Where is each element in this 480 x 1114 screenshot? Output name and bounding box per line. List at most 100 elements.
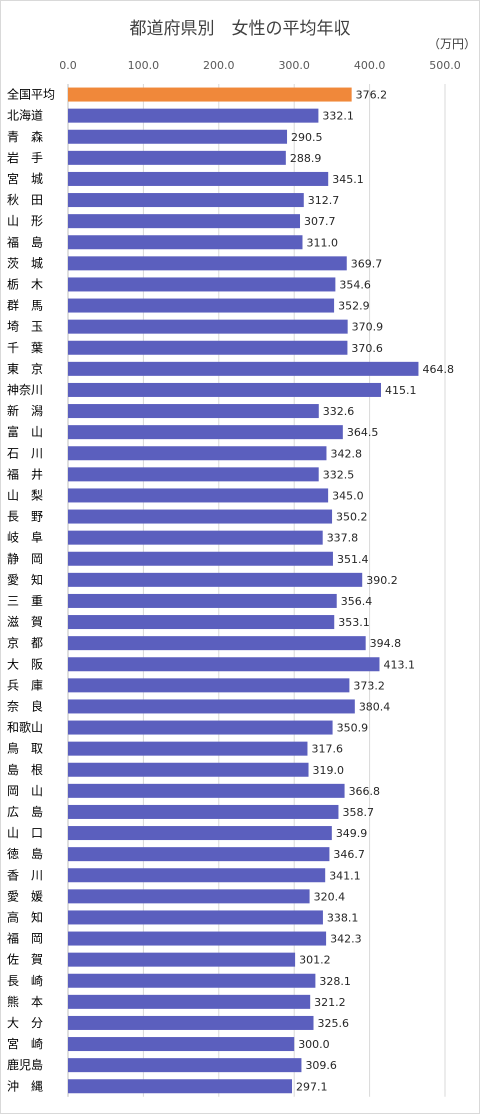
bar (68, 699, 355, 714)
bar (68, 720, 333, 735)
category-label: 栃 木 (7, 277, 43, 291)
category-label: 佐 賀 (7, 953, 43, 967)
data-label: 312.7 (308, 194, 340, 207)
data-label: 358.7 (342, 806, 374, 819)
category-label: 大 分 (7, 1016, 43, 1030)
bar (68, 108, 319, 123)
x-tick-label: 400.0 (354, 59, 386, 72)
bar (68, 425, 343, 440)
x-tick-label: 500.0 (429, 59, 461, 72)
category-label: 滋 賀 (7, 615, 43, 629)
data-label: 309.6 (305, 1059, 337, 1072)
data-label: 356.4 (341, 595, 373, 608)
category-label: 静 岡 (7, 552, 43, 566)
data-label: 345.0 (332, 489, 364, 502)
data-label: 321.2 (314, 996, 346, 1009)
bar (68, 762, 309, 777)
data-label: 342.3 (330, 933, 362, 946)
bar (68, 193, 304, 208)
data-label: 364.5 (347, 426, 379, 439)
data-label: 338.1 (327, 911, 359, 924)
bar (68, 171, 329, 186)
data-label: 350.9 (337, 722, 369, 735)
gridlines (67, 84, 446, 1097)
data-label: 376.2 (356, 89, 388, 102)
category-label: 和歌山 (7, 720, 43, 735)
category-label: 長 野 (7, 510, 43, 524)
category-label: 奈 良 (7, 698, 43, 713)
category-label: 兵 庫 (7, 678, 43, 692)
data-label: 345.1 (332, 173, 364, 186)
category-label: 全国平均 (7, 87, 55, 102)
data-label: 346.7 (333, 848, 365, 861)
bar (68, 446, 327, 461)
bar (68, 910, 323, 925)
bar (68, 382, 381, 397)
bar (68, 952, 296, 967)
data-label: 390.2 (366, 574, 398, 587)
data-label: 370.9 (352, 321, 384, 334)
chart-title: 都道府県別 女性の平均年収 (130, 19, 351, 39)
data-label: 366.8 (349, 785, 381, 798)
bars (68, 87, 419, 1094)
data-label: 311.0 (306, 236, 338, 249)
x-tick-label: 200.0 (203, 59, 235, 72)
category-label: 千 葉 (7, 341, 43, 355)
bar (68, 994, 311, 1009)
bar (68, 256, 347, 271)
bar (68, 319, 348, 334)
x-tick-label: 0.0 (59, 59, 77, 72)
category-label: 富 山 (7, 424, 43, 439)
category-label: 熊 本 (7, 994, 43, 1009)
data-label: 342.8 (330, 447, 362, 460)
bar (68, 129, 288, 144)
bar (68, 340, 348, 355)
category-label: 愛 知 (7, 573, 43, 587)
bar (68, 593, 337, 608)
data-label: 350.2 (336, 511, 368, 524)
bar (68, 150, 286, 165)
category-label: 香 川 (7, 868, 43, 882)
category-label: 宮 城 (7, 171, 43, 186)
category-label: 岩 手 (7, 150, 43, 165)
category-label: 茨 城 (7, 256, 43, 270)
bar (68, 214, 301, 229)
bar (68, 889, 310, 904)
category-label: 群 馬 (7, 299, 43, 313)
category-label: 福 岡 (7, 931, 43, 946)
data-label: 352.9 (338, 300, 370, 313)
data-label: 320.4 (314, 890, 346, 903)
bar (68, 298, 335, 313)
data-label: 415.1 (385, 384, 417, 397)
data-label: 300.0 (298, 1038, 330, 1051)
category-label: 沖 縄 (7, 1078, 43, 1093)
data-label: 319.0 (313, 764, 345, 777)
bar (68, 868, 326, 883)
category-label: 広 島 (7, 804, 43, 819)
data-label: 297.1 (296, 1080, 328, 1093)
data-label: 307.7 (304, 215, 336, 228)
bar (68, 530, 323, 545)
data-label: 373.2 (353, 679, 385, 692)
category-label: 石 川 (7, 446, 43, 460)
bar (68, 361, 419, 376)
x-axis-ticks: 0.0 100.0 200.0 300.0 400.0 500.0 (59, 59, 461, 72)
data-label: 332.1 (322, 110, 354, 123)
category-label: 青 森 (7, 129, 43, 144)
bar-national-average (68, 87, 352, 102)
data-label: 325.6 (318, 1017, 350, 1030)
category-label: 山 口 (7, 826, 43, 840)
bar (68, 931, 327, 946)
bar (68, 277, 336, 292)
bar (68, 404, 319, 419)
bar (68, 1037, 295, 1052)
category-label: 秋 田 (7, 193, 43, 207)
data-label: 380.4 (359, 700, 391, 713)
category-label: 福 井 (7, 466, 43, 481)
bar (68, 678, 350, 693)
data-label: 370.6 (351, 342, 383, 355)
data-label: 332.5 (323, 468, 355, 481)
